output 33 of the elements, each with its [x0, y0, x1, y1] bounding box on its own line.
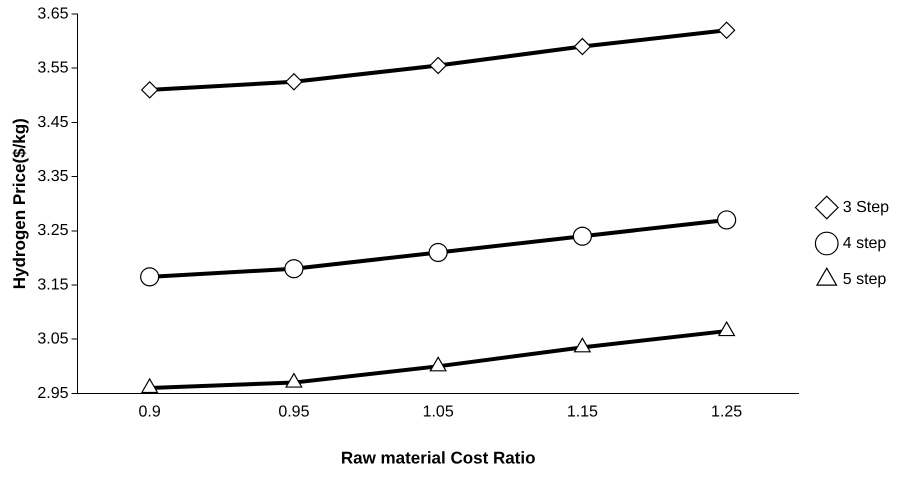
y-tick-label: 3.15	[37, 276, 69, 294]
x-tick-label: 0.95	[278, 403, 310, 420]
y-tick-label: 3.65	[37, 5, 69, 22]
y-tick-label: 2.95	[37, 384, 69, 402]
point	[140, 267, 160, 286]
x-tick-label: 0.9	[138, 403, 161, 420]
point	[430, 56, 447, 74]
x-tick-label: 1.15	[566, 403, 598, 420]
point	[430, 356, 447, 372]
y-tick-label: 3.55	[37, 60, 69, 77]
legend-label: 5 step	[842, 270, 886, 288]
legend-label: 3 Step	[842, 198, 890, 216]
point	[285, 73, 302, 90]
point	[284, 259, 304, 278]
y-tick-label: 3.45	[37, 114, 69, 131]
x-tick-label: 1.05	[422, 403, 454, 420]
point	[428, 242, 448, 262]
x-tick-label: 1.25	[711, 403, 742, 420]
point	[141, 81, 158, 98]
legend-label: 4 step	[842, 234, 886, 252]
point	[574, 338, 591, 352]
y-tick-label: 3.05	[37, 330, 69, 348]
y-axis-title: Hydrogen Price($/kg)	[10, 118, 29, 290]
x-axis-title: Raw material Cost Ratio	[340, 448, 536, 468]
point	[574, 38, 591, 56]
point	[718, 321, 736, 336]
y-tick-label: 3.35	[37, 168, 69, 186]
y-tick-label: 3.25	[37, 222, 69, 240]
point	[141, 378, 158, 394]
point	[572, 226, 592, 246]
point	[717, 210, 736, 230]
point	[286, 372, 302, 388]
point	[718, 22, 736, 39]
